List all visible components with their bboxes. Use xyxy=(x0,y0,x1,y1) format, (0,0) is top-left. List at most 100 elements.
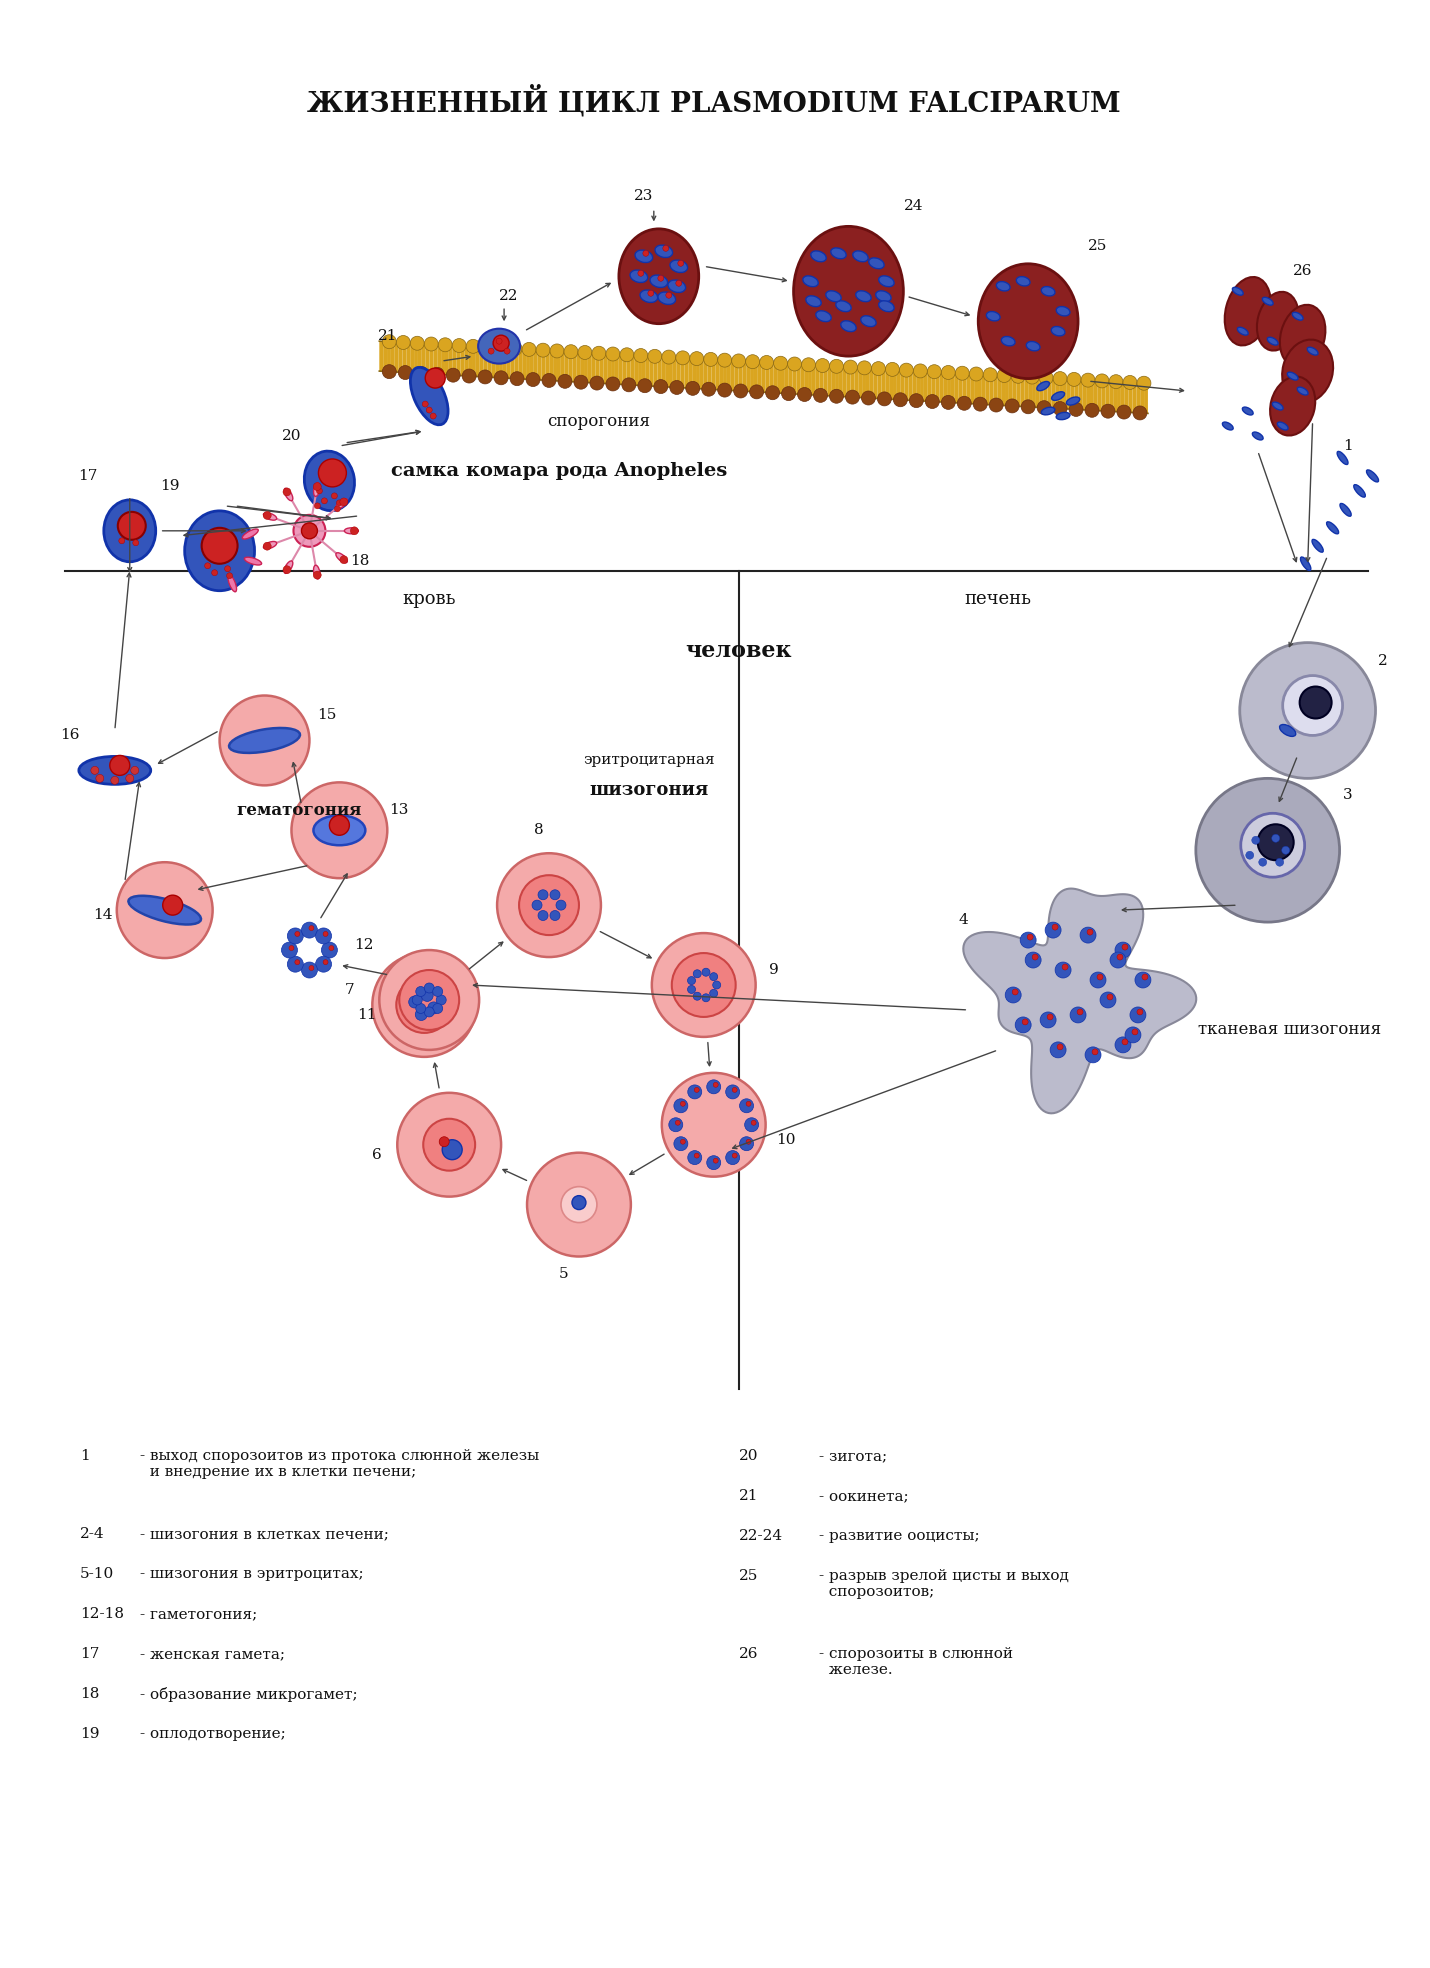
Circle shape xyxy=(774,356,788,370)
Text: ЖИЗНЕННЫЙ ЦИКЛ PLASMODIUM FALCIPARUM: ЖИЗНЕННЫЙ ЦИКЛ PLASMODIUM FALCIPARUM xyxy=(307,85,1121,118)
Text: 4: 4 xyxy=(958,913,968,927)
Polygon shape xyxy=(1017,376,1021,405)
Polygon shape xyxy=(715,360,719,390)
Polygon shape xyxy=(964,890,1197,1114)
Circle shape xyxy=(323,931,327,937)
Polygon shape xyxy=(808,364,812,396)
Circle shape xyxy=(861,392,875,405)
Polygon shape xyxy=(1078,380,1083,409)
Circle shape xyxy=(725,1084,739,1098)
Polygon shape xyxy=(483,346,488,378)
Circle shape xyxy=(746,1102,751,1106)
Polygon shape xyxy=(1010,376,1012,405)
Circle shape xyxy=(714,1082,718,1086)
Polygon shape xyxy=(897,370,901,400)
Text: - развитие ооцисты;: - развитие ооцисты; xyxy=(818,1529,980,1543)
Polygon shape xyxy=(676,358,681,388)
Polygon shape xyxy=(892,370,897,400)
Polygon shape xyxy=(1125,382,1128,413)
Polygon shape xyxy=(889,370,892,400)
Circle shape xyxy=(226,573,233,579)
Circle shape xyxy=(480,340,495,354)
Ellipse shape xyxy=(978,264,1078,378)
Circle shape xyxy=(845,390,859,403)
Circle shape xyxy=(1137,1010,1143,1015)
Polygon shape xyxy=(553,350,558,382)
Ellipse shape xyxy=(242,529,259,539)
Ellipse shape xyxy=(1051,392,1064,400)
Polygon shape xyxy=(1060,378,1062,409)
Polygon shape xyxy=(1105,382,1110,411)
Ellipse shape xyxy=(1223,421,1233,429)
Circle shape xyxy=(669,1118,682,1132)
Text: 6: 6 xyxy=(372,1147,382,1161)
Text: 13: 13 xyxy=(389,803,409,817)
Circle shape xyxy=(398,1092,500,1197)
Polygon shape xyxy=(426,344,429,374)
Polygon shape xyxy=(1048,378,1051,407)
Polygon shape xyxy=(1021,376,1024,407)
Circle shape xyxy=(1123,945,1128,951)
Ellipse shape xyxy=(1257,291,1298,350)
Ellipse shape xyxy=(1297,388,1308,396)
Polygon shape xyxy=(1140,384,1144,413)
Circle shape xyxy=(619,348,633,362)
Circle shape xyxy=(644,250,649,256)
Text: 18: 18 xyxy=(80,1687,99,1700)
Text: 24: 24 xyxy=(904,199,924,213)
Circle shape xyxy=(686,382,699,396)
Polygon shape xyxy=(1128,382,1133,413)
Circle shape xyxy=(1025,370,1040,384)
Circle shape xyxy=(1055,962,1071,978)
Circle shape xyxy=(433,1004,443,1014)
Polygon shape xyxy=(947,372,951,403)
Circle shape xyxy=(561,1187,596,1222)
Text: - оокинета;: - оокинета; xyxy=(818,1490,908,1504)
Circle shape xyxy=(638,270,644,276)
Circle shape xyxy=(466,338,480,354)
Polygon shape xyxy=(658,356,661,386)
Circle shape xyxy=(319,459,346,486)
Polygon shape xyxy=(665,356,669,388)
Polygon shape xyxy=(581,352,583,382)
Circle shape xyxy=(638,378,652,394)
Circle shape xyxy=(572,1197,586,1210)
Polygon shape xyxy=(390,342,395,372)
Circle shape xyxy=(814,388,828,401)
Circle shape xyxy=(688,976,695,984)
Text: 19: 19 xyxy=(160,478,179,492)
Circle shape xyxy=(745,1118,759,1132)
Circle shape xyxy=(1040,1012,1057,1027)
Text: спорогония: спорогония xyxy=(548,413,651,429)
Circle shape xyxy=(536,342,551,356)
Polygon shape xyxy=(418,342,422,374)
Ellipse shape xyxy=(658,291,675,305)
Circle shape xyxy=(495,370,508,386)
Circle shape xyxy=(858,360,871,374)
Polygon shape xyxy=(549,350,553,380)
Polygon shape xyxy=(724,360,726,390)
Ellipse shape xyxy=(841,321,857,333)
Polygon shape xyxy=(1051,378,1055,407)
Ellipse shape xyxy=(345,527,359,533)
Circle shape xyxy=(997,368,1011,382)
Ellipse shape xyxy=(79,756,150,785)
Circle shape xyxy=(1258,858,1267,866)
Ellipse shape xyxy=(831,248,847,258)
Ellipse shape xyxy=(1367,470,1379,482)
Circle shape xyxy=(1080,927,1095,943)
Text: человек: человек xyxy=(685,640,792,661)
Circle shape xyxy=(423,1118,475,1171)
Circle shape xyxy=(674,1138,688,1151)
Circle shape xyxy=(92,766,99,773)
Ellipse shape xyxy=(478,329,521,364)
Text: тканевая шизогония: тканевая шизогония xyxy=(1198,1021,1381,1039)
Circle shape xyxy=(678,260,684,266)
Text: 18: 18 xyxy=(350,553,369,567)
Circle shape xyxy=(1081,374,1095,388)
Circle shape xyxy=(676,279,682,285)
Polygon shape xyxy=(704,358,708,390)
Circle shape xyxy=(1052,372,1067,386)
Ellipse shape xyxy=(227,575,236,592)
Text: 22: 22 xyxy=(499,289,519,303)
